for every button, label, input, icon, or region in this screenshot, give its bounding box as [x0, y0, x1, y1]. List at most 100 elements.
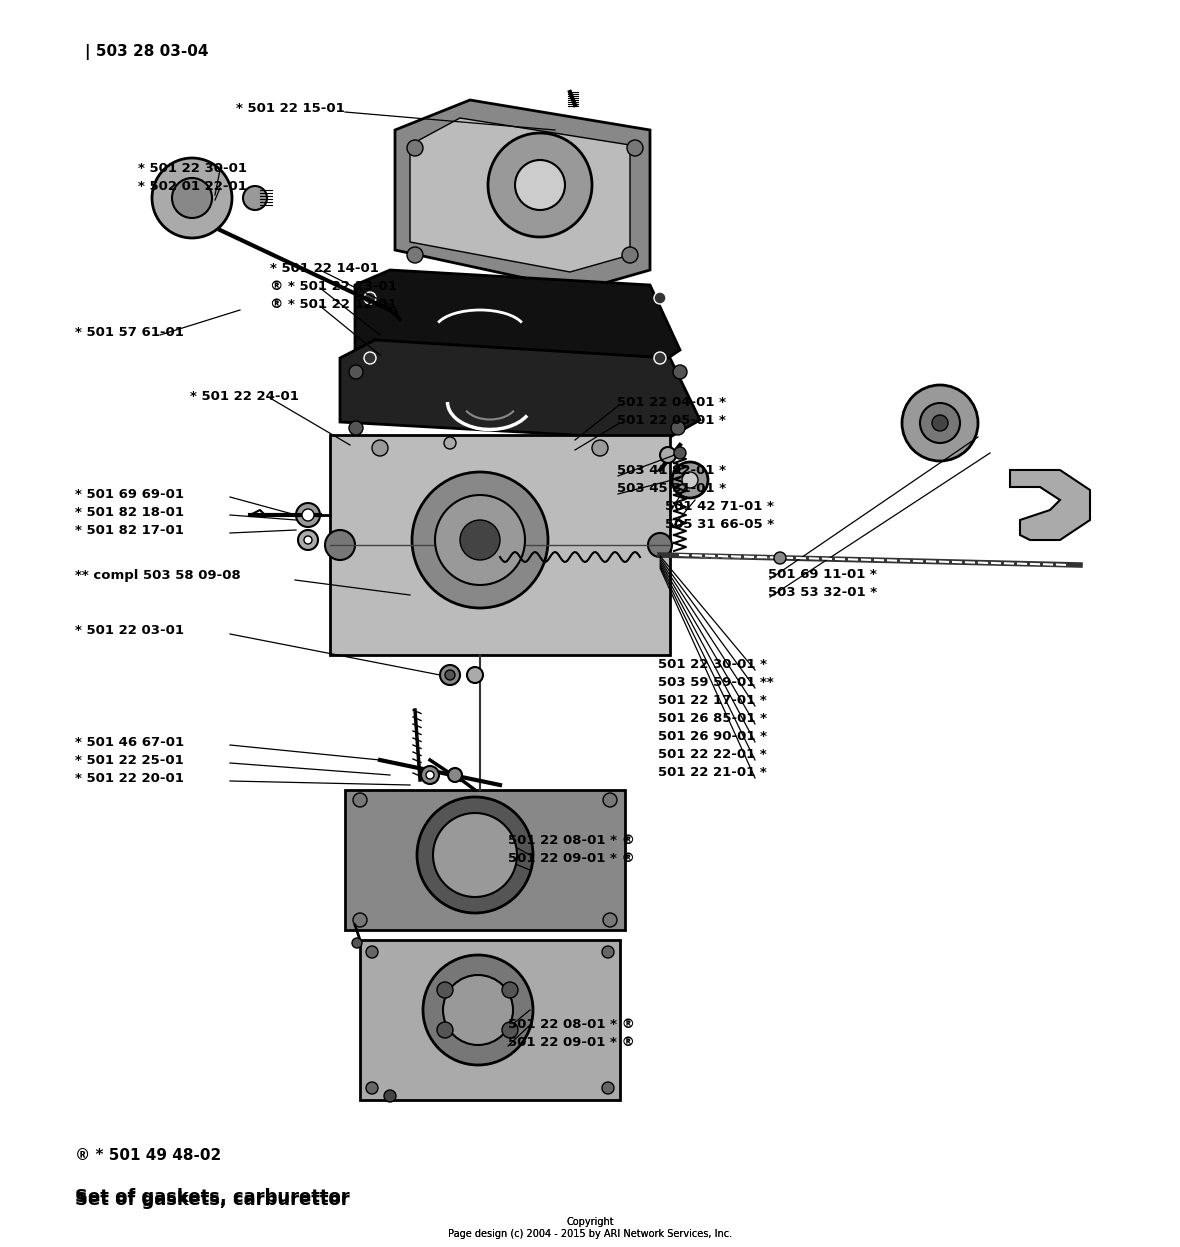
Circle shape [502, 1023, 518, 1038]
Text: 503 53 32-01 *: 503 53 32-01 * [768, 586, 877, 599]
Circle shape [372, 440, 388, 456]
Circle shape [673, 365, 687, 379]
Circle shape [671, 461, 708, 498]
Text: * 501 22 20-01: * 501 22 20-01 [76, 772, 184, 786]
Text: 501 69 11-01 *: 501 69 11-01 * [768, 567, 877, 581]
Bar [345, 791, 625, 930]
Circle shape [467, 667, 483, 683]
Text: * 501 22 30-01: * 501 22 30-01 [138, 162, 247, 175]
Text: * 501 46 67-01: * 501 46 67-01 [76, 737, 184, 749]
Circle shape [774, 552, 786, 564]
Text: Copyright
Page design (c) 2004 - 2015 by ARI Network Services, Inc.: Copyright Page design (c) 2004 - 2015 by… [448, 1217, 732, 1238]
Circle shape [422, 955, 533, 1065]
Circle shape [366, 946, 378, 958]
Circle shape [437, 1023, 453, 1038]
Circle shape [440, 665, 460, 685]
Circle shape [602, 1082, 614, 1094]
Circle shape [654, 292, 666, 304]
Text: 501 22 09-01 * ®: 501 22 09-01 * ® [509, 1036, 635, 1050]
Text: 501 22 08-01 * ®: 501 22 08-01 * ® [509, 1019, 635, 1031]
Circle shape [299, 530, 317, 550]
Text: 503 45 31-01 *: 503 45 31-01 * [617, 483, 726, 495]
Polygon shape [355, 271, 680, 370]
Circle shape [602, 946, 614, 958]
Text: 501 42 71-01 *: 501 42 71-01 * [666, 500, 774, 514]
Text: * 501 22 25-01: * 501 22 25-01 [76, 754, 184, 767]
Circle shape [920, 403, 961, 443]
Circle shape [654, 352, 666, 364]
Circle shape [444, 436, 455, 449]
Circle shape [302, 509, 314, 521]
Text: 501 22 21-01 *: 501 22 21-01 * [658, 767, 767, 779]
Text: * 501 22 14-01: * 501 22 14-01 [270, 262, 379, 274]
Circle shape [902, 385, 978, 461]
Text: * 501 22 24-01: * 501 22 24-01 [190, 389, 299, 403]
Text: * 501 69 69-01: * 501 69 69-01 [76, 489, 184, 501]
Circle shape [349, 365, 363, 379]
Text: 501 26 90-01 *: 501 26 90-01 * [658, 731, 767, 743]
Circle shape [932, 415, 948, 431]
Circle shape [152, 158, 232, 238]
Circle shape [172, 178, 212, 218]
Text: 503 41 92-01 *: 503 41 92-01 * [617, 464, 726, 478]
Circle shape [296, 503, 320, 527]
Circle shape [384, 1090, 396, 1102]
Text: * 501 82 18-01: * 501 82 18-01 [76, 506, 184, 520]
Circle shape [407, 140, 422, 156]
Circle shape [445, 670, 455, 680]
Text: 501 26 85-01 *: 501 26 85-01 * [658, 712, 767, 726]
Text: 505 31 66-05 *: 505 31 66-05 * [666, 519, 774, 531]
Polygon shape [409, 118, 630, 272]
Text: ® * 501 49 48-02: ® * 501 49 48-02 [76, 1148, 222, 1163]
Text: ® * 501 22 13-01: ® * 501 22 13-01 [270, 279, 396, 293]
Circle shape [417, 797, 533, 913]
Circle shape [682, 473, 699, 488]
Polygon shape [340, 340, 700, 440]
Circle shape [448, 768, 463, 782]
Circle shape [437, 981, 453, 998]
Circle shape [514, 160, 565, 209]
Circle shape [324, 530, 355, 560]
Text: * 501 22 15-01: * 501 22 15-01 [236, 101, 345, 115]
Text: ® * 501 22 12-01: ® * 501 22 12-01 [270, 298, 396, 311]
Circle shape [426, 771, 434, 779]
Circle shape [353, 793, 367, 807]
Circle shape [412, 473, 548, 609]
Circle shape [592, 440, 608, 456]
Text: 501 22 30-01 *: 501 22 30-01 * [658, 658, 767, 671]
Polygon shape [395, 100, 650, 291]
Text: 501 22 17-01 *: 501 22 17-01 * [658, 695, 767, 707]
Circle shape [243, 186, 267, 209]
Circle shape [442, 975, 513, 1045]
Text: * 502 01 22-01: * 502 01 22-01 [138, 180, 247, 192]
Circle shape [674, 446, 686, 459]
Circle shape [648, 532, 671, 557]
Circle shape [304, 536, 312, 544]
Text: 501 22 04-01 *: 501 22 04-01 * [617, 397, 726, 409]
Circle shape [352, 938, 362, 948]
Circle shape [603, 913, 617, 927]
Circle shape [349, 421, 363, 435]
Text: 501 22 09-01 * ®: 501 22 09-01 * ® [509, 852, 635, 864]
Circle shape [660, 446, 676, 463]
Circle shape [603, 793, 617, 807]
Circle shape [627, 140, 643, 156]
Circle shape [622, 247, 638, 263]
Circle shape [353, 913, 367, 927]
Circle shape [435, 495, 525, 585]
Circle shape [489, 133, 592, 237]
Text: * 501 57 61-01: * 501 57 61-01 [76, 327, 184, 339]
Bar [360, 940, 620, 1100]
Circle shape [460, 520, 500, 560]
Circle shape [363, 292, 376, 304]
Text: ** compl 503 58 09-08: ** compl 503 58 09-08 [76, 570, 241, 582]
Text: 501 22 05-01 *: 501 22 05-01 * [617, 414, 726, 428]
Text: Set of gaskets, carburettor: Set of gaskets, carburettor [76, 1191, 349, 1210]
Circle shape [502, 981, 518, 998]
Text: 501 22 22-01 *: 501 22 22-01 * [658, 748, 767, 762]
Circle shape [407, 247, 422, 263]
Text: * 501 22 03-01: * 501 22 03-01 [76, 624, 184, 636]
Circle shape [363, 352, 376, 364]
Text: * 501 82 17-01: * 501 82 17-01 [76, 525, 184, 537]
Text: 501 22 08-01 * ®: 501 22 08-01 * ® [509, 833, 635, 847]
